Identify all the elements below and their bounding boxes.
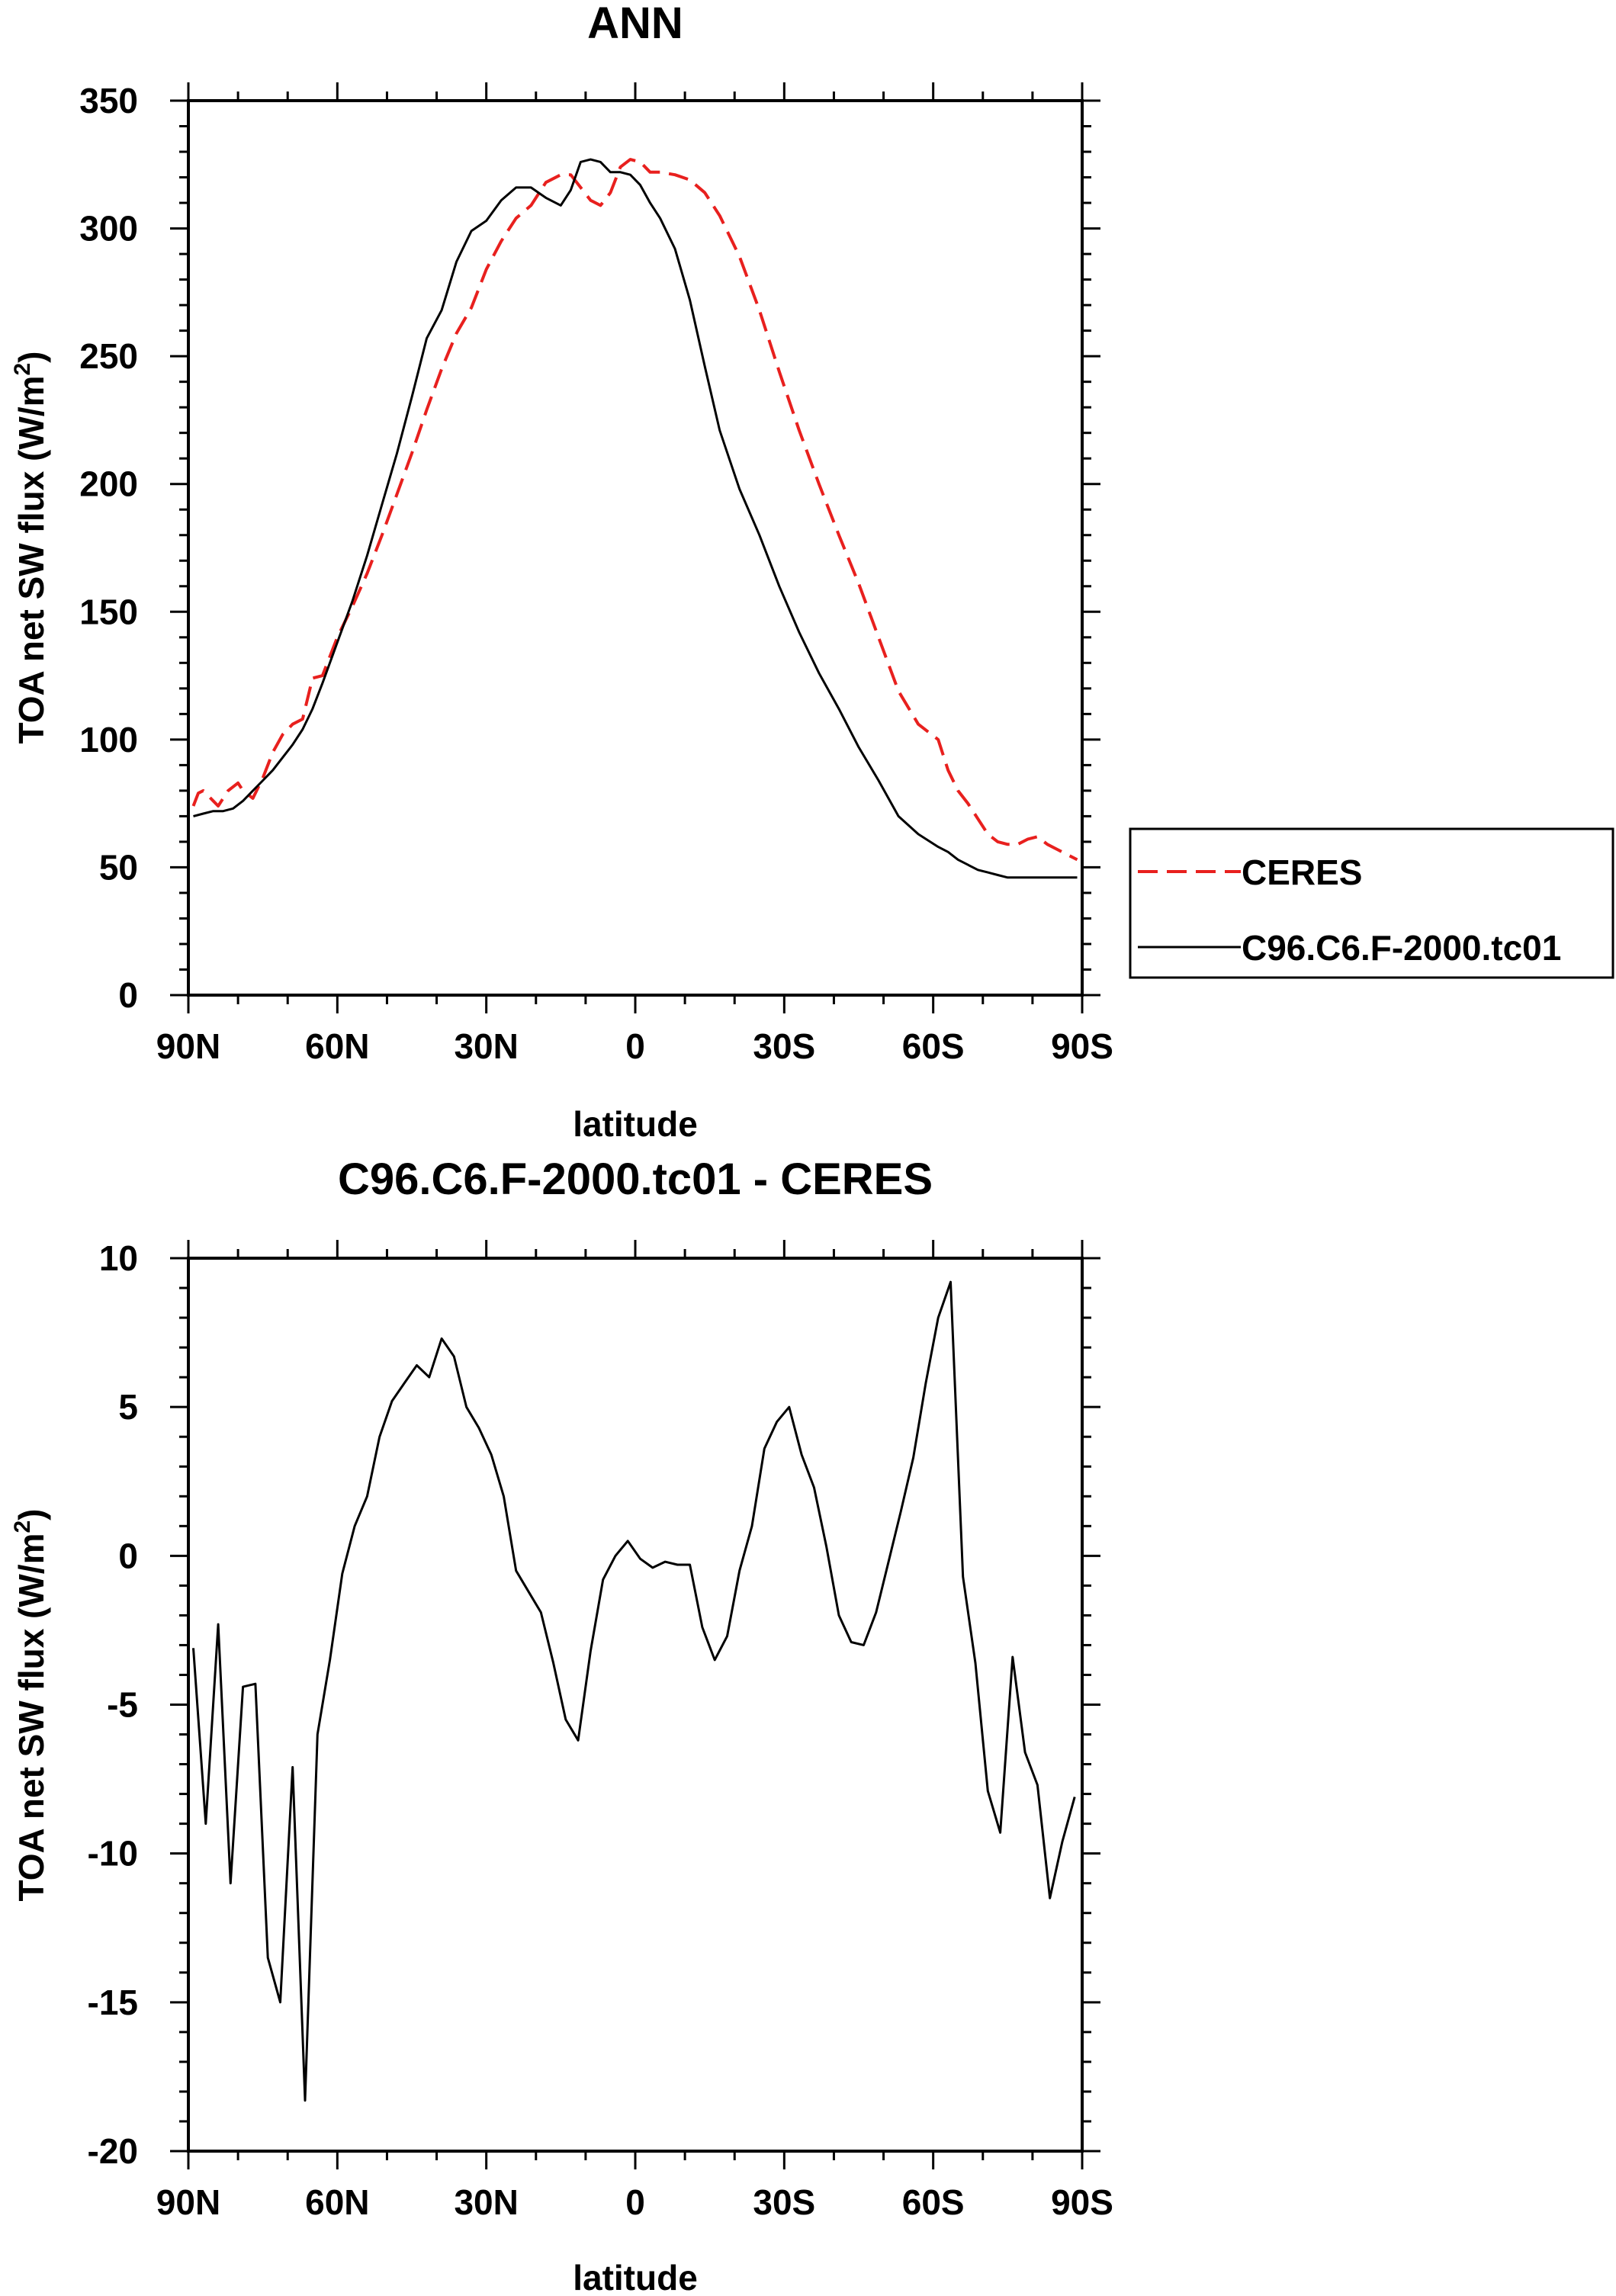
- top-ticks: [170, 82, 1100, 1013]
- top-xtick-label: 30S: [753, 1026, 815, 1066]
- legend: CERES C96.C6.F-2000.tc01: [1129, 827, 1614, 979]
- top-xtick-label: 30N: [454, 1026, 518, 1066]
- legend-box: [1129, 827, 1614, 979]
- bottom-ytick-label: 0: [118, 1536, 138, 1575]
- bottom-series-line-model: [192, 1280, 1076, 2102]
- bottom-y-tick-labels: -20 -15 -10 -5 0 5 10: [88, 1238, 138, 2171]
- bottom-chart-title: C96.C6.F-2000.tc01 - CERES: [338, 1154, 933, 1204]
- top-xtick-label: 60S: [902, 1026, 965, 1066]
- top-ytick-label: 150: [79, 592, 138, 631]
- bottom-ytick-label: -15: [88, 1983, 138, 2022]
- top-plot-frame: [187, 99, 1084, 997]
- top-y-axis-label-main: TOA net SW flux (W/m: [11, 376, 51, 744]
- top-ytick-label: 200: [79, 464, 138, 504]
- top-y-axis-label: TOA net SW flux (W/m2): [10, 352, 51, 744]
- top-panel: ANN 0 50 100 150 200 250 300 350 90N 60N 30N 0 30S 6…: [10, 0, 1614, 1144]
- top-ytick-label: 350: [79, 81, 138, 120]
- top-series: [191, 158, 1078, 879]
- bottom-ytick-label: -20: [88, 2131, 138, 2171]
- top-xtick-label: 90S: [1051, 1026, 1113, 1066]
- bottom-xtick-label: 30N: [454, 2182, 518, 2222]
- bottom-ytick-label: -5: [107, 1685, 138, 1725]
- bottom-ytick-label: 10: [99, 1238, 138, 1278]
- bottom-ytick-label: 5: [118, 1387, 138, 1427]
- bottom-xtick-label: 60S: [902, 2182, 965, 2222]
- bottom-xtick-label: 0: [625, 2182, 645, 2222]
- top-chart-title: ANN: [587, 0, 683, 48]
- top-series-line-ceres: [191, 158, 1078, 862]
- top-xtick-label: 0: [625, 1026, 645, 1066]
- top-ytick-label: 50: [99, 847, 138, 887]
- bottom-xtick-label: 60N: [305, 2182, 369, 2222]
- bottom-y-axis-label: TOA net SW flux (W/m2): [10, 1509, 51, 1902]
- top-y-tick-labels: 0 50 100 150 200 250 300 350: [79, 81, 138, 1015]
- top-ytick-label: 0: [118, 975, 138, 1015]
- top-y-axis-label-end: ): [11, 352, 51, 363]
- top-y-axis-label-superscript: 2: [10, 363, 35, 376]
- top-xtick-label: 60N: [305, 1026, 369, 1066]
- bottom-y-axis-label-main: TOA net SW flux (W/m: [11, 1533, 51, 1902]
- top-ytick-label: 300: [79, 209, 138, 249]
- bottom-y-axis-label-end: ): [11, 1509, 51, 1520]
- bottom-series: [192, 1280, 1076, 2102]
- bottom-x-axis-label: latitude: [573, 2258, 698, 2296]
- top-x-tick-labels: 90N 60N 30N 0 30S 60S 90S: [156, 1026, 1113, 1066]
- bottom-panel: C96.C6.F-2000.tc01 - CERES -20 -15 -10 -5 0 5…: [10, 1154, 1113, 2296]
- bottom-xtick-label: 90N: [156, 2182, 220, 2222]
- top-ytick-label: 100: [79, 720, 138, 759]
- bottom-x-tick-labels: 90N 60N 30N 0 30S 60S 90S: [156, 2182, 1113, 2222]
- legend-label-ceres: CERES: [1242, 853, 1362, 892]
- top-xtick-label: 90N: [156, 1026, 220, 1066]
- bottom-ticks: [170, 1240, 1100, 2169]
- top-ytick-label: 250: [79, 336, 138, 376]
- bottom-y-axis-label-superscript: 2: [10, 1520, 35, 1533]
- bottom-xtick-label: 90S: [1051, 2182, 1113, 2222]
- legend-label-model: C96.C6.F-2000.tc01: [1242, 928, 1561, 968]
- top-x-axis-label: latitude: [573, 1104, 698, 1144]
- bottom-xtick-label: 30S: [753, 2182, 815, 2222]
- bottom-ytick-label: -10: [88, 1834, 138, 1874]
- top-series-line-model: [193, 158, 1078, 879]
